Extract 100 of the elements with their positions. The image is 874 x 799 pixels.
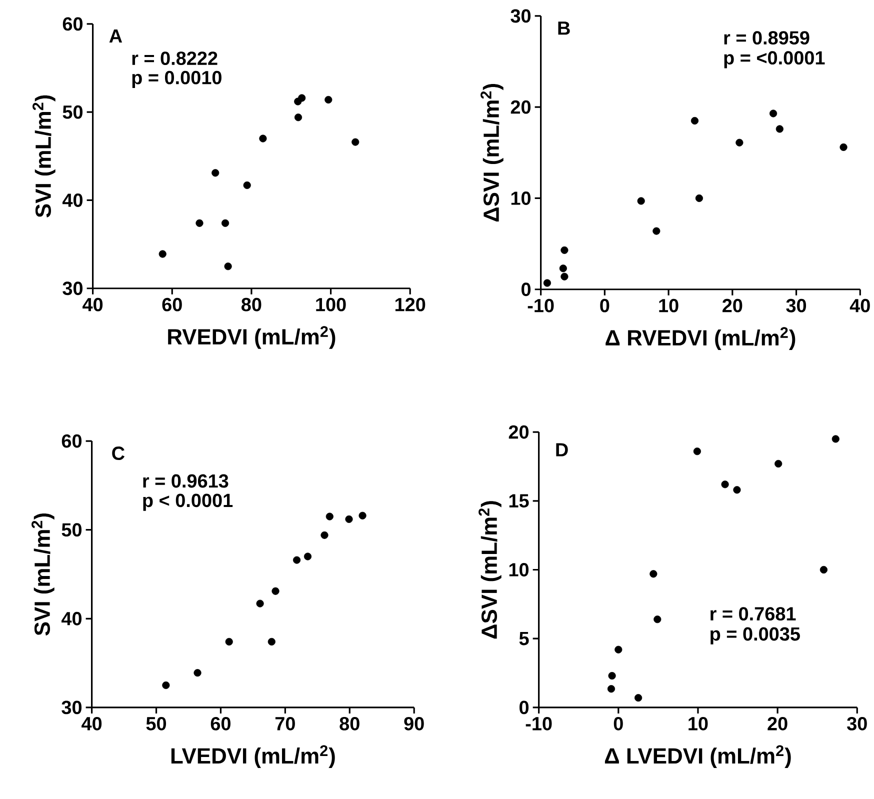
annotation: r = 0.7681 [710,606,796,620]
x-tick-label: 80 [242,298,262,312]
annotation: C [112,446,125,460]
y-tick-label: 15 [509,494,529,508]
point [607,684,616,693]
x-axis-title: RVEDVI (mL/m$^{2}$) [168,326,336,349]
x-tick-label: 40 [82,716,102,730]
x-tick-label: 90 [404,716,424,730]
point [560,246,568,254]
annotation: p < 0.0001 [143,494,233,511]
x-tick-label: 20 [768,716,788,730]
x-tick-label: 10 [659,298,678,312]
y-tick-label: 30 [62,282,83,295]
point [543,279,552,287]
point [652,227,660,235]
x-axis-title: Δ LVEDVI (mL/m$^{2}$) [604,745,791,768]
y-tick-label: 20 [510,100,531,114]
y-tick-label: 5 [519,632,529,646]
point [298,94,306,102]
x-tick-label: 120 [395,298,426,312]
x-tick-label: -10 [526,716,552,730]
point [637,197,645,205]
point [196,219,204,227]
x-axis-title: LVEDVI (mL/m$^{2}$) [171,745,335,768]
x-tick-label: 0 [600,298,610,312]
x-tick-label: 40 [82,298,103,312]
point [695,194,703,202]
point [212,168,220,177]
x-tick-label: 30 [847,716,867,730]
point [733,486,741,494]
point [221,219,230,227]
annotation: B [558,22,570,35]
y-tick-label: 10 [511,191,531,205]
x-tick-label: 10 [688,716,708,730]
y-tick-label: 10 [509,562,529,576]
y-tick-label: 40 [61,612,82,626]
point [259,134,267,142]
point [272,587,280,595]
point [832,435,840,443]
annotation: p = 0.0010 [132,70,222,88]
annotation: p = <0.0001 [724,50,825,68]
y-tick-label: 0 [520,700,529,714]
y-tick-label: 50 [62,523,82,536]
point [292,556,301,564]
point [268,638,276,646]
x-tick-label: 80 [340,716,360,730]
point [776,125,784,133]
point [634,694,642,702]
point [769,110,778,118]
point [774,460,782,468]
point [654,615,662,623]
annotation: p = 0.0035 [710,627,800,644]
point [358,512,366,520]
y-axis-title: SVI (mL/m$^{2}$) [32,513,54,636]
y-tick-label: 30 [510,9,531,23]
point [162,681,170,689]
y-tick-label: 20 [508,425,529,439]
point [326,512,334,520]
x-tick-label: 70 [275,716,295,730]
point [294,113,302,122]
point [693,447,701,455]
point [320,531,328,539]
annotation: A [109,29,122,42]
y-axis-title: ΔSVI (mL/m$^{2}$) [478,500,502,638]
x-tick-label: 30 [786,298,806,312]
point [560,272,568,280]
y-axis-title: ΔSVI (mL/m$^{2}$) [480,84,504,222]
x-tick-label: -10 [528,298,554,312]
x-tick-label: 60 [162,298,182,312]
point [345,515,353,523]
y-tick-label: 60 [62,434,82,448]
point [690,116,699,124]
x-tick-label: 20 [722,298,742,312]
y-tick-label: 30 [62,700,82,714]
x-tick-label: 40 [850,298,870,312]
point [608,672,616,680]
point [840,143,848,151]
point [243,181,251,189]
point [650,570,658,578]
point [225,638,233,646]
point [256,600,264,608]
annotation: r = 0.9613 [143,474,228,488]
y-tick-label: 60 [62,17,83,31]
y-axis-title: SVI (mL/m$^{2}$) [32,95,56,218]
point [158,250,166,258]
y-tick-label: 50 [62,105,83,119]
point [820,566,828,574]
x-tick-label: 60 [210,716,230,730]
point [324,96,332,104]
x-tick-label: 0 [614,716,623,730]
point [304,552,312,560]
point [224,262,232,270]
point [614,646,622,654]
point [352,138,360,146]
y-tick-label: 40 [62,193,83,207]
x-axis-title: Δ RVEDVI (mL/m$^{2}$) [606,327,796,350]
x-tick-label: 50 [146,716,166,730]
y-tick-label: 0 [522,282,531,296]
point [194,668,202,676]
point [721,480,729,488]
